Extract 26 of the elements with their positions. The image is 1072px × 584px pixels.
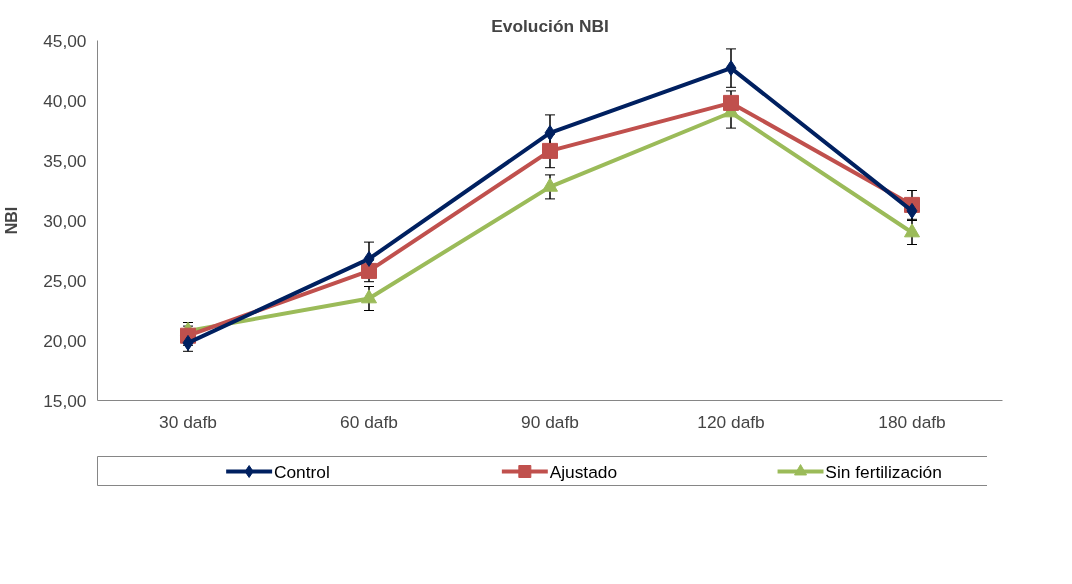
point — [361, 289, 377, 304]
x-tick-label: 60 dafb — [340, 411, 398, 432]
y-tick-label: 40,00 — [43, 90, 87, 111]
point — [725, 60, 737, 77]
point — [542, 177, 558, 192]
point — [363, 250, 375, 267]
point — [904, 223, 920, 238]
y-tick-label: 45,00 — [43, 30, 87, 51]
point — [723, 94, 739, 111]
legend-label: Ajustado — [549, 461, 618, 482]
y-tick-label: 25,00 — [43, 270, 87, 291]
x-tick-label: 30 dafb — [159, 411, 217, 432]
point — [542, 142, 558, 159]
y-tick-label: 15,00 — [43, 390, 87, 411]
y-tick-label: 20,00 — [43, 330, 87, 351]
y-tick-label: 35,00 — [43, 150, 87, 171]
x-tick-label: 120 dafb — [697, 411, 765, 432]
legend-label: Sin fertilización — [825, 461, 942, 482]
y-tick-label: 30,00 — [43, 210, 87, 231]
legend-label: Control — [273, 461, 330, 482]
x-tick-label: 180 dafb — [878, 411, 946, 432]
x-tick-label: 90 dafb — [521, 411, 579, 432]
chart-title: Evolución NBI — [491, 15, 609, 36]
y-axis-title: NBI — [3, 206, 21, 235]
point — [544, 124, 556, 141]
point — [361, 262, 377, 279]
